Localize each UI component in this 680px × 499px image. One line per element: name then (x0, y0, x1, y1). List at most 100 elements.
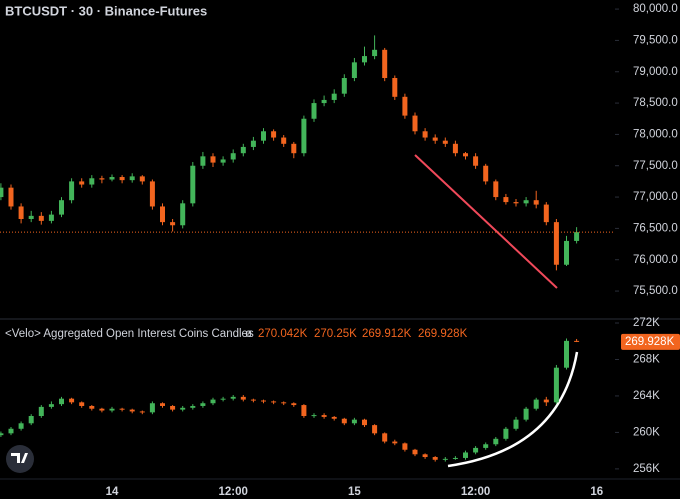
candle-body (291, 143, 297, 154)
candle-body (331, 416, 337, 419)
candle-body (311, 415, 317, 417)
x-tick-label: 14 (106, 486, 119, 498)
x-tick-label: 12:00 (218, 486, 247, 498)
candle-body (321, 99, 327, 104)
candle-body (129, 409, 135, 412)
candle-body (523, 200, 529, 204)
candle-body (109, 408, 115, 411)
candle-body (362, 56, 367, 63)
candle-body (372, 49, 378, 57)
candle-body (271, 131, 277, 138)
candle-body (99, 408, 105, 411)
candle-body (170, 222, 176, 226)
last-value-label: 269.928K (625, 336, 675, 348)
candle-body (503, 428, 509, 439)
candle-body (463, 153, 468, 157)
candle-body (473, 447, 479, 453)
candle-body (392, 441, 398, 444)
indicator-title: <Velo> Aggregated Open Interest Coins Ca… (5, 328, 254, 340)
candle-body (382, 433, 388, 442)
candle-body (240, 396, 246, 400)
candle-body (220, 398, 226, 400)
candle-body (48, 214, 54, 221)
candle-body (341, 418, 347, 424)
candle-body (402, 443, 408, 450)
candle-body (463, 452, 468, 458)
ohlc-value: 270.042K (258, 328, 308, 340)
y-tick-label: 76,500.0 (633, 222, 678, 234)
candle-body (291, 403, 297, 406)
candle-body (180, 407, 186, 410)
y-tick-label: 75,500.0 (633, 285, 678, 297)
candle-body (48, 404, 54, 407)
candle-body (574, 232, 580, 241)
candle-body (18, 206, 24, 219)
candle-body (473, 156, 479, 166)
candle-body (28, 416, 34, 424)
candle-body (382, 49, 388, 79)
candle-body (119, 408, 125, 410)
candle-body (28, 215, 34, 219)
candle-body (38, 406, 44, 417)
y-tick-label: 79,500.0 (633, 34, 678, 46)
candle-body (564, 340, 569, 368)
candle-body (503, 197, 509, 203)
candle-body (533, 200, 539, 205)
candle-body (149, 403, 155, 413)
candle-body (261, 400, 266, 402)
candle-body (493, 181, 499, 198)
candle-body (422, 131, 428, 138)
candle-body (392, 78, 398, 97)
trend-line (414, 154, 558, 289)
candle-body (89, 405, 95, 409)
candle-body (372, 425, 378, 434)
candle-body (79, 181, 85, 185)
candle-body (422, 454, 428, 458)
candle-body (250, 140, 256, 147)
y-tick-label: 272K (633, 317, 660, 329)
candle-body (483, 444, 489, 448)
candle-body (452, 457, 458, 459)
candle-body (190, 165, 196, 204)
candle-body (139, 411, 145, 413)
y-tick-label: 80,000.0 (633, 3, 678, 15)
candle-body (149, 181, 155, 207)
candle-body (533, 399, 539, 409)
ohlc-value: 269.928K (418, 328, 468, 340)
candle-body (139, 176, 145, 182)
candle-body (513, 202, 519, 204)
candle-body (442, 140, 448, 144)
candle-body (553, 222, 559, 265)
candle-body (0, 433, 4, 436)
candle-body (38, 215, 44, 221)
candle-body (59, 200, 64, 215)
candle-body (200, 156, 206, 166)
candle-body (432, 457, 438, 460)
candle-body (8, 187, 14, 207)
candle-body (0, 187, 4, 198)
y-tick-label: 264K (633, 390, 660, 402)
candle-body (412, 449, 418, 455)
ohlc-value: 269.912K (362, 328, 412, 340)
candle-body (250, 399, 256, 401)
candle-body (240, 146, 246, 154)
y-tick-label: 77,500.0 (633, 160, 678, 172)
candle-body (553, 367, 559, 403)
candle-body (402, 96, 408, 116)
candle-body (351, 419, 357, 424)
candle-body (261, 131, 266, 141)
candle-body (230, 153, 236, 160)
y-tick-label: 77,000.0 (633, 191, 678, 203)
candle-body (220, 159, 226, 163)
candle-body (362, 419, 367, 426)
chart-title: BTCUSDT · 30 · Binance-Futures (5, 3, 207, 18)
y-tick-label: 256K (633, 463, 660, 475)
logo (6, 445, 34, 473)
candle-body (109, 177, 115, 180)
candle-body (190, 405, 196, 408)
candle-body (321, 415, 327, 417)
candle-body (311, 103, 317, 119)
candle-body (160, 206, 165, 223)
candle-body (79, 402, 85, 406)
